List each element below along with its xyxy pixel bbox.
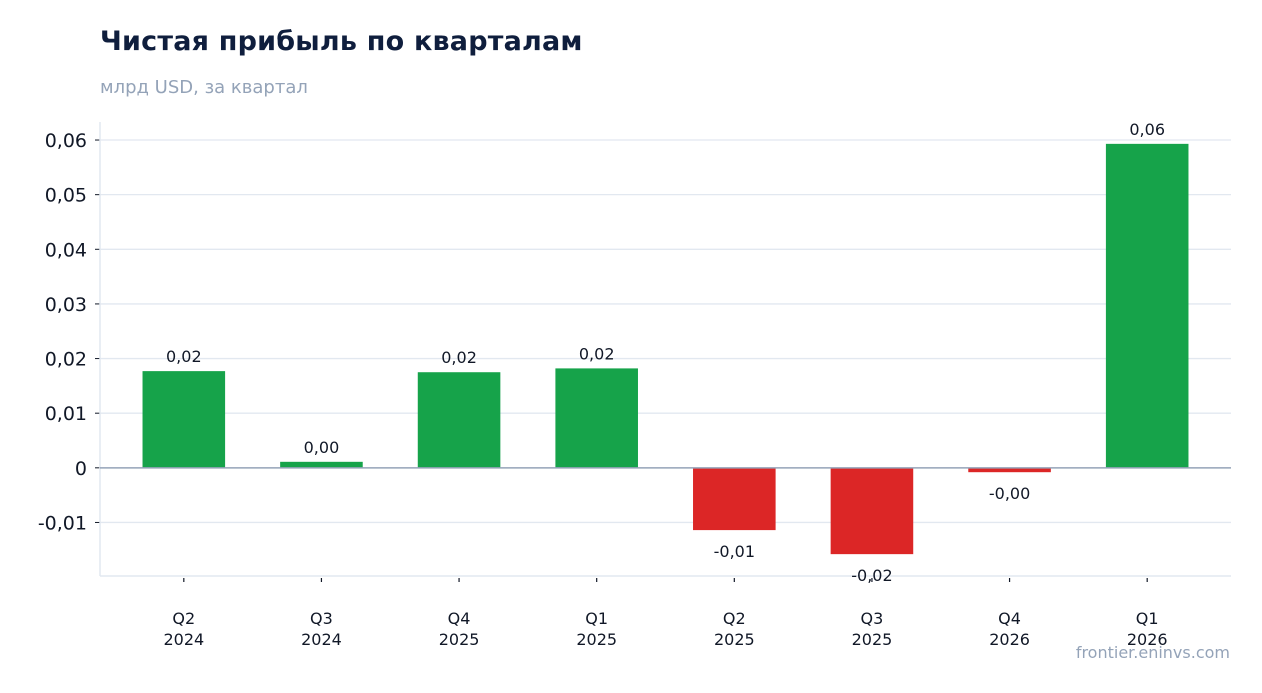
x-tick-label: Q1 2025 (576, 609, 617, 649)
x-tick-label-line: 2026 (989, 630, 1030, 649)
bar-data-label: -0,00 (989, 484, 1030, 503)
y-tick-label: 0,06 (45, 130, 87, 152)
x-tick-label: Q4 2025 (439, 609, 480, 649)
y-tick-label: 0,04 (45, 239, 87, 261)
x-tick-label-line: Q3 (310, 609, 333, 628)
chart-subtitle: млрд USD, за квартал (100, 77, 308, 98)
bar (417, 372, 501, 468)
bar-data-label: -0,01 (714, 542, 755, 561)
y-tick-label: 0 (75, 458, 87, 480)
bar-data-label: -0,02 (851, 566, 892, 585)
bar-data-label: 0,02 (441, 348, 477, 367)
x-tick-label: Q4 2026 (989, 609, 1030, 649)
x-tick-label-line: 2024 (163, 630, 204, 649)
bar-data-label: 0,00 (304, 438, 340, 457)
y-tick-label: 0,02 (45, 349, 87, 371)
x-tick-label-line: Q3 (861, 609, 884, 628)
x-tick-label-line: Q1 (585, 609, 608, 628)
bar (1105, 143, 1189, 468)
bar (968, 467, 1051, 473)
x-tick-label-line: Q4 (448, 609, 471, 628)
y-tick-label: 0,05 (45, 185, 87, 207)
x-tick-label: Q3 2024 (301, 609, 342, 649)
x-tick-label-line: 2025 (852, 630, 893, 649)
bar (555, 368, 638, 468)
bar-data-label: 0,02 (579, 344, 615, 363)
y-tick-label: 0,03 (45, 294, 87, 316)
bar-data-label: 0,06 (1129, 120, 1165, 139)
x-tick-label-line: Q1 (1136, 609, 1159, 628)
bar (830, 467, 914, 555)
chart-title: Чистая прибыль по кварталам (100, 26, 583, 57)
x-tick-label-line: 2025 (714, 630, 755, 649)
x-tick-label-line: Q2 (172, 609, 195, 628)
y-tick-label: -0,01 (38, 512, 87, 534)
x-tick-label-line: 2025 (439, 630, 480, 649)
x-tick-label-line: Q4 (998, 609, 1021, 628)
x-tick-label: Q3 2025 (852, 609, 893, 649)
x-tick-label-line: 2026 (1127, 630, 1168, 649)
x-tick-label-line: 2024 (301, 630, 342, 649)
x-tick-label: Q2 2025 (714, 609, 755, 649)
x-tick-label: Q1 2026 (1127, 609, 1168, 649)
source-note: frontier.eninvs.com (1075, 643, 1230, 662)
x-tick-label-line: Q2 (723, 609, 746, 628)
y-tick-label: 0,01 (45, 403, 87, 425)
x-tick-label-line: 2025 (576, 630, 617, 649)
bar (142, 371, 226, 468)
x-tick-label: Q2 2024 (163, 609, 204, 649)
bar (280, 461, 363, 468)
bar (693, 467, 776, 531)
bar-data-label: 0,02 (166, 347, 202, 366)
